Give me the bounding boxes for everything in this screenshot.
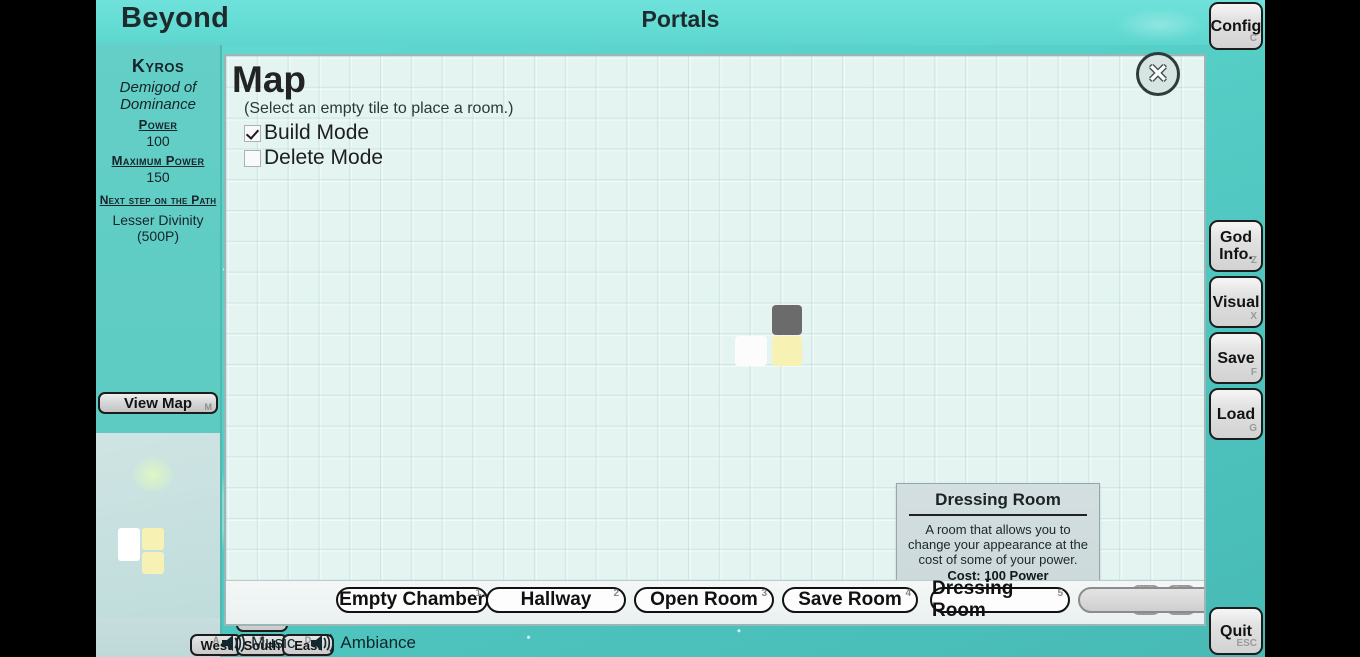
delete-mode-label: Delete Mode	[264, 146, 384, 169]
quit-hint: ESC	[1236, 638, 1257, 649]
move-south-button[interactable]: South S	[236, 634, 288, 656]
right-rail: Config C God Info. Z Visual X Save F Load G Quit ES…	[1209, 0, 1360, 657]
tooltip-cost: Cost: 100 Power	[947, 568, 1049, 583]
room-tooltip: Dressing Room A room that allows you to …	[896, 483, 1100, 592]
room-button-hint: 1	[475, 588, 481, 599]
load-button[interactable]: Load G	[1209, 388, 1263, 440]
ambiance-toggle[interactable]: Ambiance	[309, 632, 416, 654]
music-label: Music	[251, 632, 296, 652]
god-title: Demigod of Dominance	[119, 79, 197, 113]
map-window: Map (Select an empty tile to place a roo…	[224, 54, 1206, 626]
minimap-cell	[118, 539, 140, 561]
minimap-cell	[142, 552, 164, 574]
minimap-cell	[142, 528, 164, 550]
realm-title: Beyond	[121, 2, 230, 34]
move-south-label: South	[243, 637, 281, 653]
view-map-hint: M	[204, 402, 213, 412]
speaker-icon	[311, 633, 335, 652]
minimap-panel	[96, 433, 222, 618]
load-hint: G	[1249, 423, 1257, 434]
god-info-hint: Z	[1250, 255, 1257, 266]
quit-label: Quit	[1220, 622, 1252, 640]
tooltip-title: Dressing Room	[909, 490, 1087, 516]
move-east-hint: D	[304, 635, 312, 645]
build-mode-row[interactable]: Build Mode	[244, 121, 1204, 145]
room-button-save-room[interactable]: Save Room 4	[782, 587, 918, 613]
room-button-label: Save Room	[798, 589, 902, 610]
next-step-value: Lesser Divinity (500P)	[112, 212, 204, 244]
room-tile-white[interactable]	[735, 336, 767, 366]
audio-controls: Music Ambiance	[220, 628, 424, 657]
ambiance-label: Ambiance	[340, 632, 417, 652]
view-map-label: View Map	[123, 394, 193, 412]
room-button-hint: 4	[905, 588, 911, 599]
quit-button[interactable]: Quit ESC	[1209, 607, 1263, 655]
god-info-label: God Info.	[1219, 229, 1253, 263]
build-mode-label: Build Mode	[264, 121, 370, 144]
build-mode-checkbox[interactable]	[244, 124, 261, 142]
config-label: Config	[1210, 17, 1262, 35]
room-button-empty-chamber[interactable]: Empty Chamber 1	[336, 587, 488, 613]
screen-title: Portals	[641, 6, 720, 32]
title-bar-glow	[1115, 8, 1205, 42]
speaker-icon	[222, 633, 245, 652]
game-viewport: Beyond Portals Kyros Demigod of Dominanc…	[96, 0, 1265, 657]
god-info-button[interactable]: God Info. Z	[1209, 220, 1263, 272]
power-value: 100	[146, 133, 170, 149]
view-map-button[interactable]: View Map M	[98, 392, 218, 414]
save-button[interactable]: Save F	[1209, 332, 1263, 384]
room-button-hint: 5	[1057, 588, 1063, 599]
tooltip-description: A room that allows you to change your ap…	[908, 522, 1088, 567]
delete-mode-checkbox[interactable]	[244, 149, 261, 167]
max-power-value: 150	[146, 169, 170, 185]
title-bar: Beyond Portals	[96, 0, 1265, 45]
visual-hint: X	[1250, 311, 1257, 322]
room-button-hallway[interactable]: Hallway 2	[486, 587, 626, 613]
room-button-open-room[interactable]: Open Room 3	[634, 587, 774, 613]
room-slot-empty-button[interactable]: 6	[1078, 587, 1206, 613]
room-button-label: Open Room	[650, 589, 758, 610]
minimap-glow	[132, 457, 174, 493]
room-action-bar: Shift < Tab > Empty Chamber1Hallway2Open…	[226, 578, 1206, 624]
close-icon[interactable]: ✕	[1136, 52, 1180, 96]
room-button-label: Empty Chamber	[339, 589, 485, 610]
max-power-label: Maximum Power	[111, 153, 205, 168]
room-button-hint: 2	[613, 588, 619, 599]
god-info-panel: Kyros Demigod of Dominance Power 100 Max…	[96, 45, 222, 433]
config-button[interactable]: Config C	[1209, 2, 1263, 50]
move-south-hint: S	[258, 635, 266, 645]
save-hint: F	[1250, 367, 1257, 378]
left-panel: Kyros Demigod of Dominance Power 100 Max…	[96, 45, 222, 657]
load-label: Load	[1216, 405, 1256, 423]
room-tile-yellow[interactable]	[772, 336, 802, 366]
music-toggle[interactable]: Music	[220, 632, 295, 654]
map-heading: Map	[232, 59, 306, 100]
god-name: Kyros	[131, 56, 185, 76]
config-hint: C	[1249, 33, 1257, 44]
map-header: Map (Select an empty tile to place a roo…	[226, 56, 1204, 170]
next-step-label: Next step on the Path	[99, 193, 217, 207]
save-label: Save	[1217, 349, 1255, 367]
map-subheading: (Select an empty tile to place a room.)	[244, 100, 514, 117]
room-button-hint: 6	[1205, 588, 1206, 599]
room-button-hint: 3	[761, 588, 767, 599]
room-button-label: Hallway	[520, 589, 592, 610]
move-west-hint: A	[212, 635, 220, 645]
visual-label: Visual	[1212, 293, 1260, 311]
room-button-label: Dressing Room	[932, 578, 1014, 621]
power-label: Power	[138, 117, 178, 132]
delete-mode-row[interactable]: Delete Mode	[244, 146, 1204, 170]
visual-button[interactable]: Visual X	[1209, 276, 1263, 328]
corridor-tile-dark[interactable]	[772, 305, 802, 335]
room-button-dressing-room[interactable]: Dressing Room 5	[930, 578, 1070, 621]
